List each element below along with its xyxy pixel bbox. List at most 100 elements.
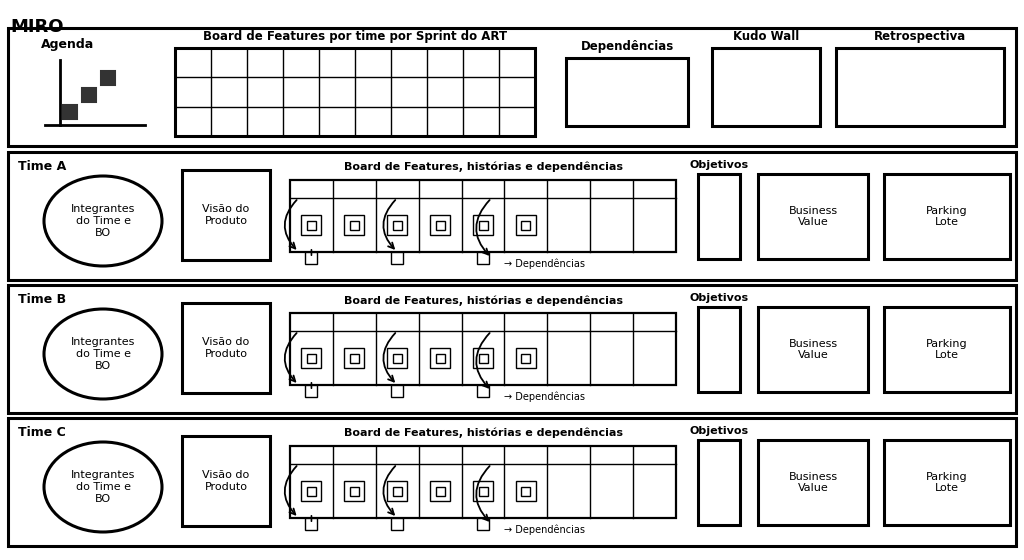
Text: Parking
Lote: Parking Lote — [926, 206, 968, 227]
Ellipse shape — [44, 176, 162, 266]
Bar — [836, 48, 1004, 126]
Bar — [698, 307, 740, 392]
Bar — [301, 348, 322, 368]
Bar — [884, 440, 1010, 525]
Bar — [516, 215, 536, 235]
Bar — [307, 487, 316, 496]
Bar — [477, 385, 489, 397]
Bar — [478, 487, 487, 496]
Bar — [712, 48, 820, 126]
Text: Agenda: Agenda — [41, 38, 94, 51]
Bar — [8, 285, 1016, 413]
Bar — [473, 215, 493, 235]
Bar — [344, 348, 365, 368]
Bar — [305, 252, 317, 264]
Bar — [758, 174, 868, 259]
Text: Retrospectiva: Retrospectiva — [873, 30, 966, 43]
Bar — [430, 481, 451, 501]
Bar — [101, 71, 115, 85]
Bar — [758, 307, 868, 392]
Bar — [344, 215, 365, 235]
Bar — [301, 215, 322, 235]
Bar — [350, 487, 358, 496]
Bar — [391, 518, 403, 530]
Bar — [884, 307, 1010, 392]
Bar — [8, 28, 1016, 146]
Bar — [175, 48, 535, 136]
Bar — [521, 487, 530, 496]
Text: Integrantes
do Time e
BO: Integrantes do Time e BO — [71, 337, 135, 371]
Bar — [182, 436, 270, 526]
Text: Board de Features, histórias e dependências: Board de Features, histórias e dependênc… — [343, 295, 623, 306]
Bar — [182, 303, 270, 393]
Text: Board de Features por time por Sprint do ART: Board de Features por time por Sprint do… — [203, 30, 507, 43]
Bar — [521, 353, 530, 362]
Bar — [698, 174, 740, 259]
Text: Board de Features, histórias e dependências: Board de Features, histórias e dependênc… — [343, 162, 623, 172]
Bar — [301, 481, 322, 501]
Bar — [307, 221, 316, 230]
Bar — [350, 221, 358, 230]
Bar — [393, 353, 401, 362]
Text: → Dependências: → Dependências — [504, 392, 585, 402]
Bar — [350, 353, 358, 362]
Text: → Dependências: → Dependências — [504, 259, 585, 269]
Text: Visão do
Produto: Visão do Produto — [203, 204, 250, 226]
Text: Visão do
Produto: Visão do Produto — [203, 337, 250, 359]
Text: Time C: Time C — [18, 426, 66, 439]
Bar — [290, 313, 676, 385]
Bar — [478, 221, 487, 230]
Text: Time B: Time B — [18, 293, 67, 306]
Bar — [430, 215, 451, 235]
Text: → Dependências: → Dependências — [504, 525, 585, 535]
Bar — [393, 221, 401, 230]
Bar — [473, 348, 493, 368]
Text: Dependências: Dependências — [581, 40, 674, 53]
Bar — [387, 481, 408, 501]
Bar — [477, 518, 489, 530]
Text: Objetivos: Objetivos — [689, 160, 749, 170]
Text: Kudo Wall: Kudo Wall — [733, 30, 799, 43]
Text: Integrantes
do Time e
BO: Integrantes do Time e BO — [71, 204, 135, 237]
Bar — [82, 88, 96, 102]
Text: Business
Value: Business Value — [788, 472, 838, 493]
Bar — [307, 353, 316, 362]
Bar — [477, 252, 489, 264]
Text: Objetivos: Objetivos — [689, 293, 749, 303]
Bar — [758, 440, 868, 525]
Bar — [884, 174, 1010, 259]
Bar — [435, 353, 444, 362]
Bar — [344, 481, 365, 501]
Bar — [435, 487, 444, 496]
Text: Objetivos: Objetivos — [689, 426, 749, 436]
Bar — [182, 170, 270, 260]
Ellipse shape — [44, 309, 162, 399]
Bar — [521, 221, 530, 230]
Bar — [387, 348, 408, 368]
Bar — [393, 487, 401, 496]
Bar — [305, 518, 317, 530]
Text: Business
Value: Business Value — [788, 339, 838, 360]
Bar — [8, 152, 1016, 280]
Bar — [435, 221, 444, 230]
Bar — [478, 353, 487, 362]
Bar — [8, 418, 1016, 546]
Text: Business
Value: Business Value — [788, 206, 838, 227]
Text: Integrantes
do Time e
BO: Integrantes do Time e BO — [71, 470, 135, 503]
Bar — [305, 385, 317, 397]
Text: Parking
Lote: Parking Lote — [926, 472, 968, 493]
Text: MIRO: MIRO — [10, 18, 63, 36]
Bar — [63, 105, 77, 119]
Bar — [698, 440, 740, 525]
Bar — [391, 385, 403, 397]
Bar — [290, 180, 676, 252]
Bar — [290, 446, 676, 518]
Bar — [430, 348, 451, 368]
Text: Board de Features, histórias e dependências: Board de Features, histórias e dependênc… — [343, 428, 623, 438]
Ellipse shape — [44, 442, 162, 532]
Bar — [391, 252, 403, 264]
Text: Parking
Lote: Parking Lote — [926, 339, 968, 360]
Bar — [387, 215, 408, 235]
Text: Visão do
Produto: Visão do Produto — [203, 470, 250, 492]
Text: Time A: Time A — [18, 160, 67, 173]
